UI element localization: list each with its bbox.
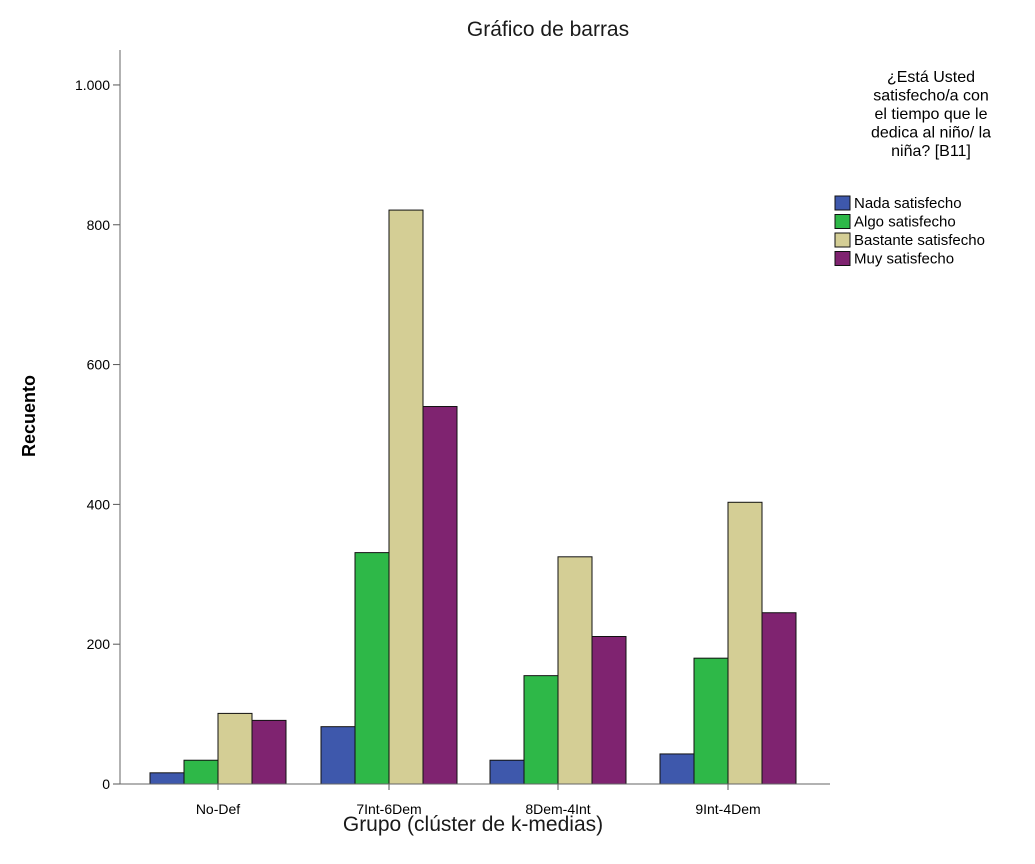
legend-title-line: ¿Está Usted [887, 69, 975, 86]
legend-title-line: niña? [B11] [891, 143, 971, 160]
x-axis-label: Grupo (clúster de k-medias) [343, 813, 603, 836]
legend-label: Muy satisfecho [854, 251, 954, 268]
legend-title-line: satisfecho/a con [873, 88, 989, 105]
bar-7Int-6Dem-bastante-satisfecho [388, 209, 424, 785]
bar-No-Def-algo-satisfecho [183, 759, 219, 785]
legend-label: Nada satisfecho [854, 195, 962, 212]
y-tick-label: 0 [102, 776, 110, 792]
x-axis-ticks: No-Def 7Int-6Dem 8Dem-4Int 9Int-4Dem [196, 784, 761, 817]
legend-swatch [834, 251, 851, 266]
chart-title: Gráfico de barras [467, 18, 629, 41]
y-axis-label: Recuento [19, 375, 39, 457]
bar-9Int-4Dem-muy-satisfecho [761, 612, 797, 785]
x-tick-label: 7Int-6Dem [356, 801, 421, 817]
bar-9Int-4Dem-bastante-satisfecho [727, 501, 763, 785]
y-tick-label: 800 [87, 217, 111, 233]
y-tick-label: 600 [87, 357, 111, 373]
legend-title-line: el tiempo que le [875, 106, 988, 123]
bar-7Int-6Dem-algo-satisfecho [354, 552, 390, 785]
legend-label: Algo satisfecho [854, 214, 956, 231]
legend-label: Bastante satisfecho [854, 232, 985, 249]
legend-swatch [834, 195, 851, 211]
bar-7Int-6Dem-muy-satisfecho [422, 406, 458, 785]
bar-No-Def-bastante-satisfecho [217, 712, 253, 785]
bar-No-Def-nada-satisfecho [149, 772, 185, 785]
y-tick-label: 400 [87, 496, 111, 512]
bar-8Dem-4Int-muy-satisfecho [591, 636, 627, 785]
legend-title-line: dedica al niño/ la [871, 125, 991, 142]
legend-swatch [834, 232, 851, 248]
axes [119, 50, 830, 785]
legend-swatch [834, 214, 851, 229]
bar-7Int-6Dem-nada-satisfecho [320, 726, 356, 785]
x-tick-label: No-Def [196, 801, 240, 817]
x-tick-label: 9Int-4Dem [695, 801, 760, 817]
y-axis-ticks: 0 200 400 600 800 1.000 [75, 77, 120, 792]
bar-8Dem-4Int-nada-satisfecho [489, 759, 525, 785]
bar-9Int-4Dem-algo-satisfecho [693, 657, 729, 785]
bars [149, 209, 797, 785]
bar-8Dem-4Int-bastante-satisfecho [557, 556, 593, 785]
y-tick-label: 1.000 [75, 77, 110, 93]
bar-9Int-4Dem-nada-satisfecho [659, 753, 695, 785]
bar-No-Def-muy-satisfecho [251, 719, 287, 785]
x-tick-label: 8Dem-4Int [525, 801, 590, 817]
bar-8Dem-4Int-algo-satisfecho [523, 675, 559, 785]
y-tick-label: 200 [87, 636, 111, 652]
